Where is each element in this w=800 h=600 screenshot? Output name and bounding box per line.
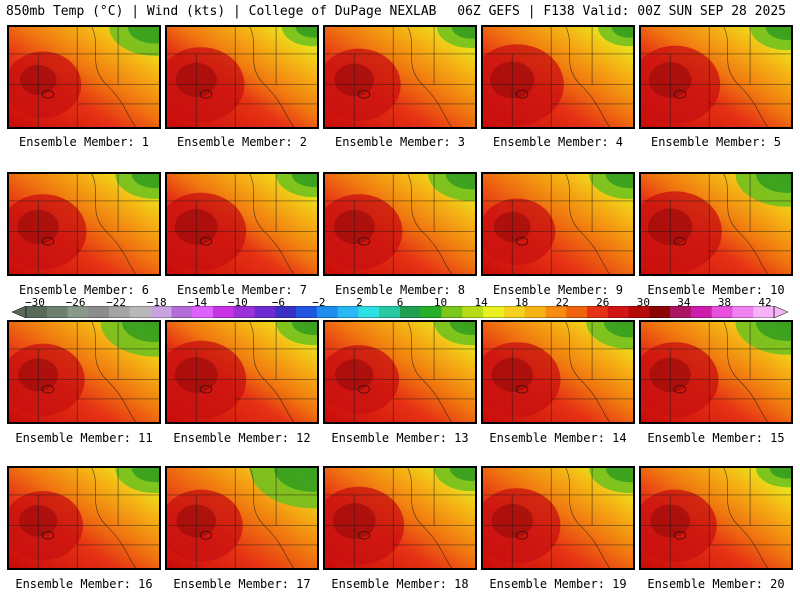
colorbar-tick-label: −2 [312, 296, 326, 309]
ensemble-member-label: Ensemble Member: 19 [489, 577, 627, 591]
ensemble-member-label: Ensemble Member: 14 [489, 431, 627, 445]
ensemble-map-panel [639, 172, 793, 276]
colorbar-tick-label: −14 [187, 296, 208, 309]
colorbar-tick-label: 30 [636, 296, 650, 309]
colorbar-tick-label: 42 [758, 296, 772, 309]
ensemble-map-panel [7, 466, 161, 570]
ensemble-member-label: Ensemble Member: 8 [334, 283, 466, 297]
colorbar-swatch [337, 306, 359, 318]
ensemble-map-panel [481, 172, 635, 276]
colorbar-tick-label: −26 [65, 296, 86, 309]
ensemble-map-panel [165, 172, 319, 276]
colorbar-swatch [192, 306, 214, 318]
ensemble-member-label: Ensemble Member: 6 [18, 283, 150, 297]
colorbar-swatch [670, 306, 692, 318]
ensemble-member-label: Ensemble Member: 11 [15, 431, 153, 445]
colorbar-swatch [420, 306, 442, 318]
colorbar-swatch [628, 306, 650, 318]
colorbar-swatch [296, 306, 318, 318]
header-title-right: 06Z GEFS | F138 Valid: 00Z SUN SEP 28 20… [457, 4, 786, 19]
colorbar-tick-label: −18 [146, 296, 167, 309]
ensemble-map-panel [7, 25, 161, 129]
colorbar-swatch [462, 306, 484, 318]
ensemble-member-label: Ensemble Member: 2 [176, 135, 308, 149]
colorbar-swatch [690, 306, 712, 318]
ensemble-map-panel [165, 25, 319, 129]
colorbar-tick-label: 6 [396, 296, 404, 309]
colorbar-swatch [732, 306, 754, 318]
colorbar-tick-label: 10 [433, 296, 448, 309]
colorbar-swatch [171, 306, 193, 318]
colorbar-tick-label: 22 [555, 296, 569, 309]
colorbar-swatch [587, 306, 609, 318]
ensemble-map-panel [639, 320, 793, 424]
colorbar-swatch [316, 306, 338, 318]
colorbar-tick-label: 14 [474, 296, 488, 309]
colorbar-swatch [483, 306, 505, 318]
ensemble-map-panel [323, 466, 477, 570]
ensemble-member-label: Ensemble Member: 12 [173, 431, 311, 445]
colorbar-swatch [213, 306, 235, 318]
ensemble-member-label: Ensemble Member: 7 [176, 283, 308, 297]
ensemble-map-panel [639, 25, 793, 129]
colorbar-swatch [441, 306, 463, 318]
colorbar-swatch [524, 306, 546, 318]
ensemble-map-panel [165, 466, 319, 570]
colorbar-swatch [150, 306, 172, 318]
colorbar-tick-label: 26 [596, 296, 610, 309]
ensemble-member-label: Ensemble Member: 13 [331, 431, 469, 445]
colorbar-swatch [67, 306, 89, 318]
colorbar-swatch [400, 306, 422, 318]
ensemble-member-label: Ensemble Member: 16 [15, 577, 153, 591]
colorbar-swatch [88, 306, 110, 318]
colorbar-swatch [26, 306, 48, 318]
ensemble-member-label: Ensemble Member: 1 [18, 135, 150, 149]
header-title-left: 850mb Temp (°C) | Wind (kts) | College o… [6, 4, 437, 19]
colorbar-swatch [46, 306, 68, 318]
colorbar-tick-label: 38 [717, 296, 732, 309]
ensemble-map-panel [481, 320, 635, 424]
colorbar-swatch [503, 306, 525, 318]
colorbar-swatch [649, 306, 671, 318]
colorbar-tick-label: −6 [271, 296, 285, 309]
colorbar-tick-label: 18 [515, 296, 529, 309]
ensemble-map-panel [481, 25, 635, 129]
ensemble-member-label: Ensemble Member: 10 [647, 283, 785, 297]
colorbar-tick-label: −30 [25, 296, 45, 309]
ensemble-member-label: Ensemble Member: 20 [647, 577, 785, 591]
colorbar-swatch [566, 306, 588, 318]
colorbar-swatch [129, 306, 151, 318]
ensemble-map-panel [481, 466, 635, 570]
colorbar-swatch [545, 306, 567, 318]
colorbar-swatch [233, 306, 255, 318]
ensemble-map-panel [7, 320, 161, 424]
colorbar-swatch [607, 306, 629, 318]
colorbar-tick-label: 34 [677, 296, 691, 309]
ensemble-member-label: Ensemble Member: 18 [331, 577, 469, 591]
colorbar-tick-label: −22 [106, 296, 127, 309]
colorbar-swatch [753, 306, 775, 318]
ensemble-member-label: Ensemble Member: 17 [173, 577, 311, 591]
ensemble-member-label: Ensemble Member: 4 [492, 135, 624, 149]
colorbar-swatch [109, 306, 131, 318]
ensemble-map-panel [165, 320, 319, 424]
colorbar-swatch [711, 306, 733, 318]
ensemble-member-label: Ensemble Member: 9 [492, 283, 624, 297]
ensemble-map-panel [639, 466, 793, 570]
ensemble-map-panel [7, 172, 161, 276]
colorbar-swatch [275, 306, 297, 318]
ensemble-member-label: Ensemble Member: 3 [334, 135, 466, 149]
ensemble-map-panel [323, 172, 477, 276]
ensemble-map-panel [323, 320, 477, 424]
colorbar-tick-label: −10 [227, 296, 248, 309]
ensemble-member-label: Ensemble Member: 5 [650, 135, 782, 149]
ensemble-map-panel [323, 25, 477, 129]
temperature-colorbar [12, 306, 788, 318]
colorbar-swatch [254, 306, 276, 318]
colorbar-tick-label: 2 [356, 296, 363, 309]
ensemble-member-label: Ensemble Member: 15 [647, 431, 785, 445]
colorbar-swatch [358, 306, 380, 318]
colorbar-swatch [379, 306, 401, 318]
